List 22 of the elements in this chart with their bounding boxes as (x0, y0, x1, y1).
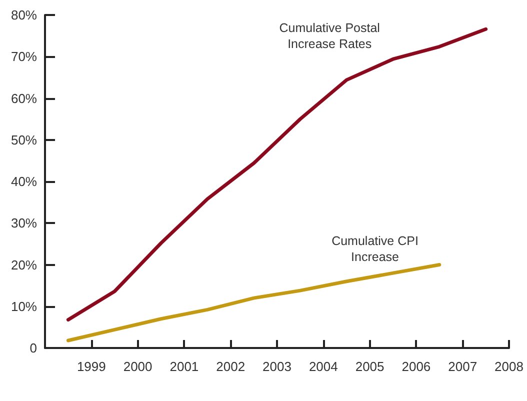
y-tick-label: 30% (10, 216, 38, 231)
line-series (66, 263, 442, 342)
y-tick-label: 20% (10, 257, 38, 272)
x-tick-label: 2001 (170, 359, 199, 374)
y-tick-label: 10% (10, 298, 38, 314)
x-tick-label: 2004 (308, 359, 338, 374)
y-tick-label: 60% (10, 90, 38, 106)
x-tick-label: 1999 (76, 359, 106, 374)
x-tick-label: 2008 (494, 359, 524, 374)
y-tick-label: 0 (30, 340, 37, 356)
y-tick-label: 50% (10, 132, 38, 148)
x-tick-label: 2006 (402, 359, 431, 374)
y-tick-label: 40% (10, 174, 38, 189)
series-label: Cumulative Postal Increase Rates (279, 20, 380, 51)
x-tick-label: 2003 (262, 359, 292, 374)
y-tick-label: 70% (10, 49, 38, 64)
x-tick-label: 2007 (448, 359, 478, 374)
x-tick-label: 2005 (355, 359, 384, 374)
y-tick-label: 80% (10, 8, 38, 22)
x-tick-label: 2000 (123, 359, 152, 374)
x-tick-label: 2002 (216, 359, 246, 374)
series-label: Cumulative CPI Increase (332, 234, 418, 264)
